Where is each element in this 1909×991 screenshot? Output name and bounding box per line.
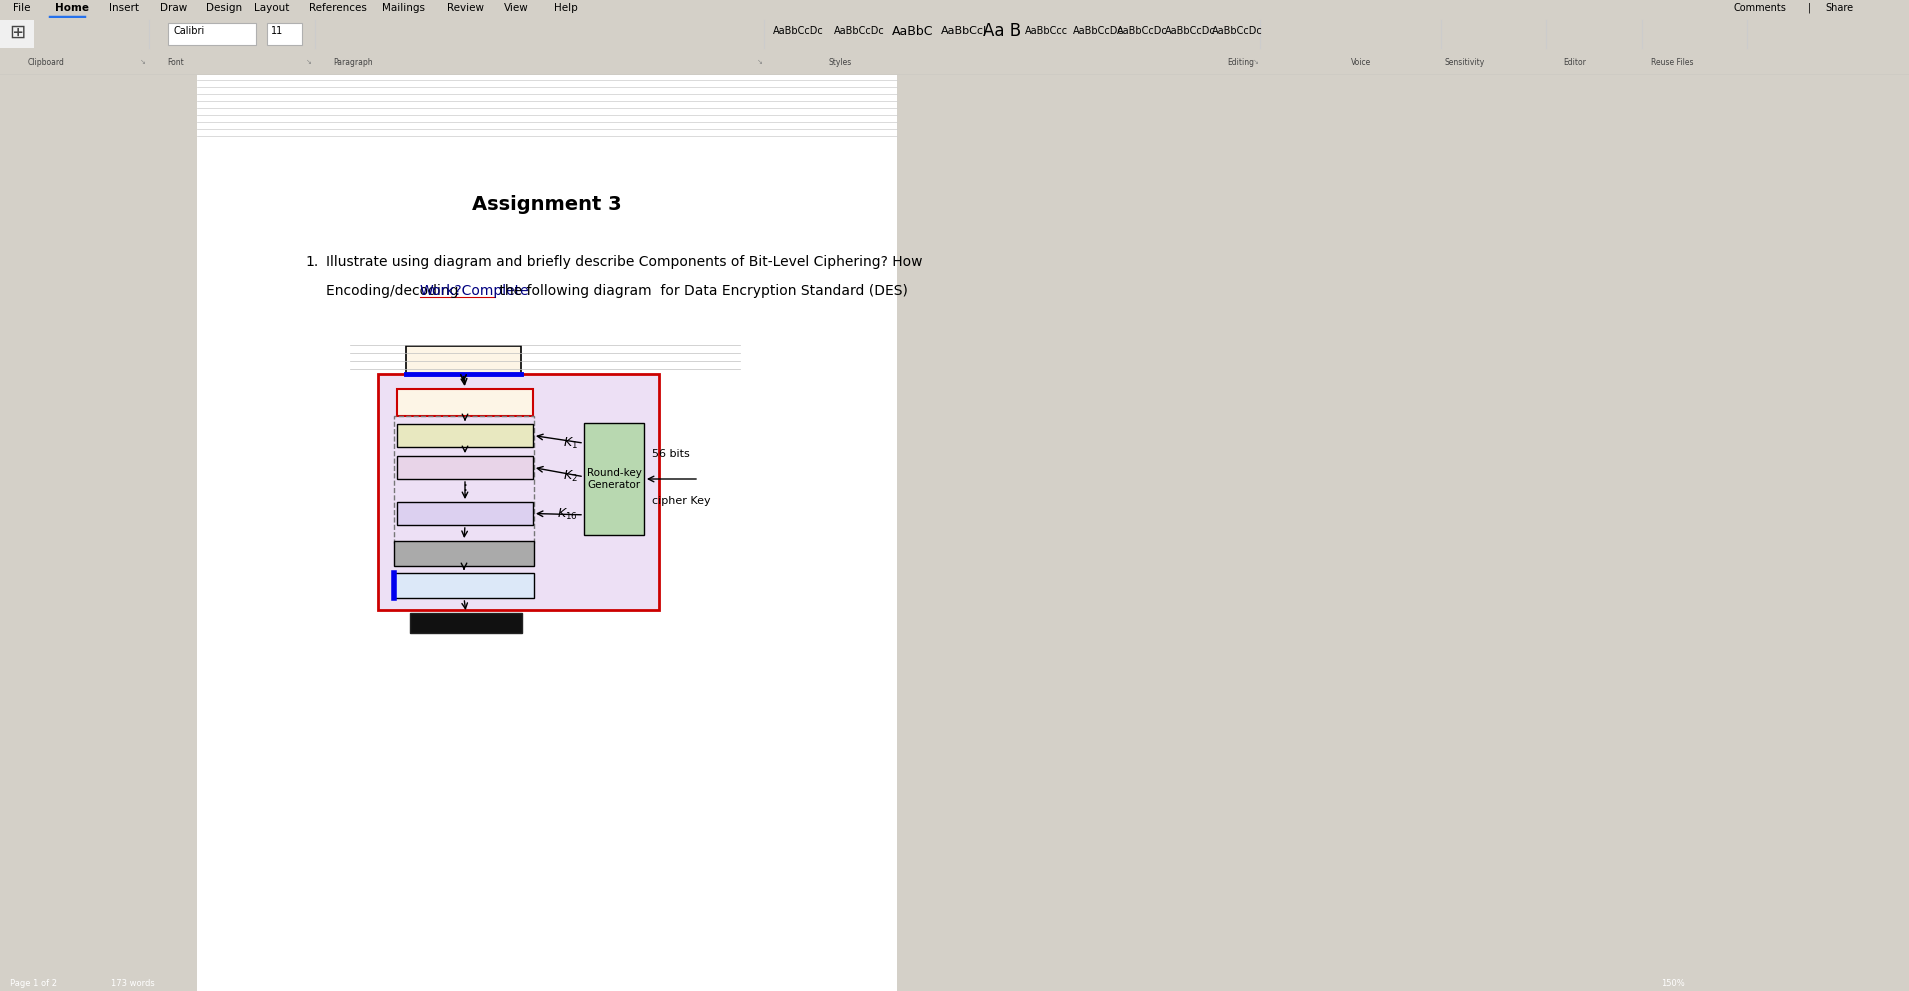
Text: 11: 11 [271, 27, 283, 37]
Text: AaBbCcDc: AaBbCcDc [1117, 27, 1168, 37]
Text: Aa B: Aa B [983, 23, 1021, 41]
Bar [378, 374, 659, 610]
Text: ⊞: ⊞ [10, 23, 25, 42]
Text: References: References [309, 3, 367, 13]
Text: Home: Home [55, 3, 90, 13]
Text: Mailings: Mailings [382, 3, 426, 13]
Text: AaBbC: AaBbC [892, 25, 934, 38]
Bar [407, 346, 521, 374]
Text: AaBbCcI: AaBbCcI [941, 27, 987, 37]
Text: Encoding/decoding: Encoding/decoding [326, 284, 462, 298]
Text: Styles: Styles [829, 58, 851, 67]
Text: Editor: Editor [1563, 58, 1586, 67]
Text: Clipboard: Clipboard [27, 58, 65, 67]
Bar [393, 573, 535, 598]
Text: Sensitivity: Sensitivity [1443, 58, 1485, 67]
Text: AaBbCcc: AaBbCcc [1025, 27, 1069, 37]
Text: Voice: Voice [1352, 58, 1371, 67]
Text: ↘: ↘ [139, 59, 147, 65]
Bar [397, 389, 533, 416]
Bar [584, 423, 643, 535]
Text: AaBbCcDc: AaBbCcDc [1212, 27, 1264, 37]
Text: Design: Design [206, 3, 242, 13]
Text: Accessibility: Unavailable: Accessibility: Unavailable [496, 978, 603, 987]
Text: ↘: ↘ [1252, 59, 1260, 65]
FancyBboxPatch shape [168, 23, 256, 46]
Text: Assignment 3: Assignment 3 [472, 195, 622, 214]
Text: 173 words: 173 words [111, 978, 155, 987]
Text: Illustrate using diagram and briefly describe Components of Bit-Level Ciphering?: Illustrate using diagram and briefly des… [326, 255, 922, 269]
Text: $K_1$: $K_1$ [563, 436, 578, 451]
Text: Paragraph: Paragraph [334, 58, 372, 67]
Bar [393, 541, 535, 566]
Bar [197, 75, 897, 991]
Text: English (Canada): English (Canada) [206, 978, 279, 987]
Text: Comments: Comments [1733, 3, 1787, 13]
Bar [397, 502, 533, 525]
Text: Calibri: Calibri [174, 27, 204, 37]
Text: Layout: Layout [254, 3, 290, 13]
Text: |: | [1808, 3, 1812, 13]
Text: Share: Share [1825, 3, 1854, 13]
Bar [393, 416, 535, 543]
Text: File: File [13, 3, 31, 13]
Text: Reuse Files: Reuse Files [1651, 58, 1693, 67]
Text: View: View [504, 3, 529, 13]
Bar [397, 456, 533, 479]
Text: cipher Key: cipher Key [653, 496, 710, 506]
Text: $K_2$: $K_2$ [563, 469, 578, 485]
Text: the following diagram  for Data Encryption Standard (DES): the following diagram for Data Encryptio… [494, 284, 909, 298]
Bar [410, 613, 521, 633]
Text: ⋮: ⋮ [458, 483, 473, 497]
FancyBboxPatch shape [267, 23, 302, 46]
Text: Editing: Editing [1227, 58, 1254, 67]
Text: 56 bits: 56 bits [653, 449, 689, 460]
Text: Help: Help [554, 3, 577, 13]
Text: 1.: 1. [305, 255, 319, 269]
Text: AaBbCcDc: AaBbCcDc [1073, 27, 1124, 37]
Text: Font: Font [168, 58, 183, 67]
Text: Work?Complete: Work?Complete [420, 284, 529, 298]
Text: Review: Review [447, 3, 483, 13]
Text: ↘: ↘ [756, 59, 764, 65]
Bar [397, 424, 533, 447]
FancyBboxPatch shape [0, 20, 34, 49]
Text: $K_{16}$: $K_{16}$ [557, 507, 578, 522]
Text: AaBbCcDc: AaBbCcDc [1164, 27, 1216, 37]
Text: Draw: Draw [160, 3, 187, 13]
Text: ↘: ↘ [305, 59, 313, 65]
Text: Text Predictions: On: Text Predictions: On [325, 978, 409, 987]
Text: 150%: 150% [1661, 978, 1684, 987]
Text: Insert: Insert [109, 3, 139, 13]
Text: Round-key
Generator: Round-key Generator [586, 468, 641, 490]
Text: AaBbCcDc: AaBbCcDc [834, 27, 886, 37]
Text: Page 1 of 2: Page 1 of 2 [10, 978, 57, 987]
Text: AaBbCcDc: AaBbCcDc [773, 27, 825, 37]
